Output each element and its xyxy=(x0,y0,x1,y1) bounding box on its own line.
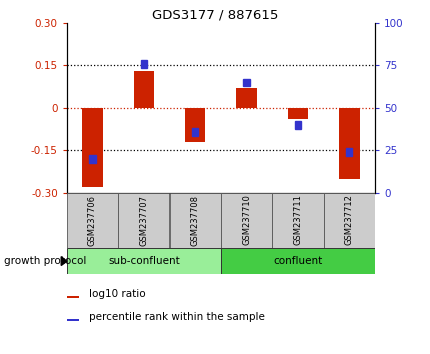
Bar xyxy=(287,108,307,119)
Bar xyxy=(345,148,352,156)
Bar xyxy=(272,193,323,248)
Bar xyxy=(67,319,79,321)
Bar xyxy=(141,60,147,68)
Bar xyxy=(221,248,374,274)
Bar xyxy=(82,108,102,187)
Text: GSM237710: GSM237710 xyxy=(242,195,251,245)
Text: growth protocol: growth protocol xyxy=(4,256,86,266)
Bar xyxy=(67,248,220,274)
Text: GSM237711: GSM237711 xyxy=(293,195,302,245)
Text: percentile rank within the sample: percentile rank within the sample xyxy=(89,312,264,322)
Text: sub-confluent: sub-confluent xyxy=(108,256,179,266)
Bar xyxy=(243,79,249,86)
Text: GSM237707: GSM237707 xyxy=(139,195,148,246)
Bar xyxy=(236,88,256,108)
Bar xyxy=(67,193,118,248)
Text: GDS3177 / 887615: GDS3177 / 887615 xyxy=(152,9,278,22)
Bar xyxy=(118,193,169,248)
Bar xyxy=(133,71,154,108)
Bar xyxy=(184,108,205,142)
Text: GSM237706: GSM237706 xyxy=(88,195,97,246)
Bar xyxy=(323,193,374,248)
Bar xyxy=(169,193,220,248)
Bar xyxy=(221,193,272,248)
Text: confluent: confluent xyxy=(273,256,322,266)
Text: GSM237708: GSM237708 xyxy=(190,195,199,246)
Bar xyxy=(294,121,300,129)
Polygon shape xyxy=(61,257,67,266)
Bar xyxy=(192,128,198,136)
Bar xyxy=(338,108,359,179)
Bar xyxy=(89,155,95,163)
Text: log10 ratio: log10 ratio xyxy=(89,289,145,299)
Text: GSM237712: GSM237712 xyxy=(344,195,353,245)
Bar xyxy=(67,296,79,298)
